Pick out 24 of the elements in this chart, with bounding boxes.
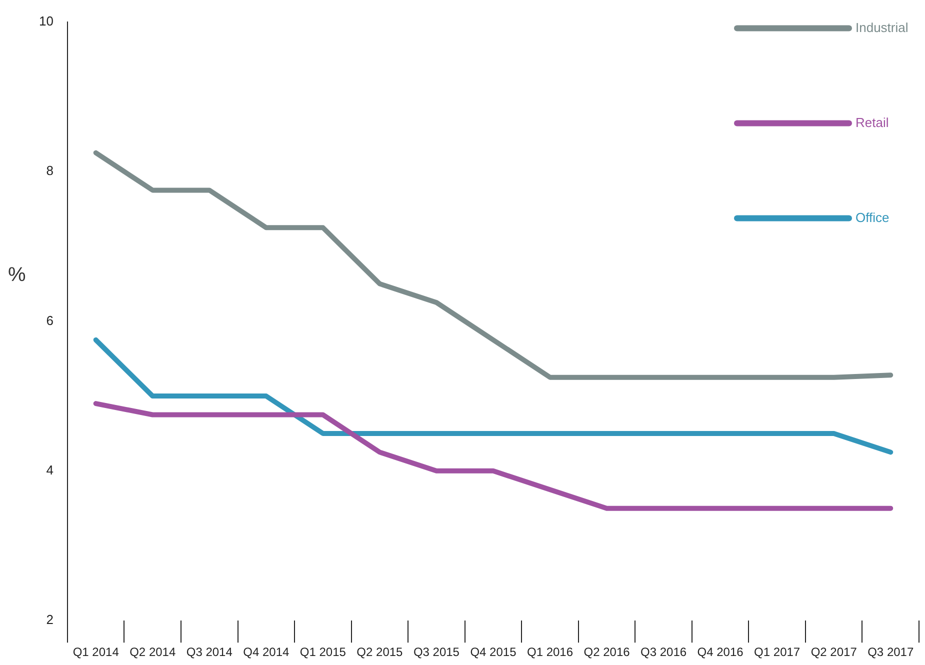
y-tick-label: 10 <box>38 13 54 28</box>
x-tick-label: Q3 2014 <box>186 645 233 660</box>
text: Retail <box>856 114 889 130</box>
x-tick-label: Q2 2016 <box>584 645 630 660</box>
x-tick-label: Q2 2014 <box>130 645 176 660</box>
x-tick-label: Q2 2017 <box>810 645 858 660</box>
text: Office <box>856 210 890 225</box>
y-axis-title: % <box>8 264 26 287</box>
text: Industrial <box>856 20 908 35</box>
y-tick-label: 4 <box>46 462 54 478</box>
y-tick-label: 2 <box>46 612 54 628</box>
x-tick-label: Q4 2014 <box>243 645 290 660</box>
x-tick-label: Q3 2016 <box>640 645 687 660</box>
x-tick-label: Q1 2016 <box>526 645 574 660</box>
x-tick-label: Q4 2016 <box>697 645 744 660</box>
x-tick-label: Q2 2015 <box>356 645 404 660</box>
x-tick-label: Q1 2014 <box>72 645 120 660</box>
x-tick-label: Q4 2015 <box>470 645 517 660</box>
x-tick-label: Q3 2017 <box>868 645 914 660</box>
y-tick-label: 8 <box>46 163 54 178</box>
x-tick-label: Q1 2017 <box>754 645 800 660</box>
x-tick-label: Q1 2015 <box>300 645 346 660</box>
x-tick-label: Q3 2015 <box>413 645 460 660</box>
y-tick-label: 6 <box>46 312 54 328</box>
